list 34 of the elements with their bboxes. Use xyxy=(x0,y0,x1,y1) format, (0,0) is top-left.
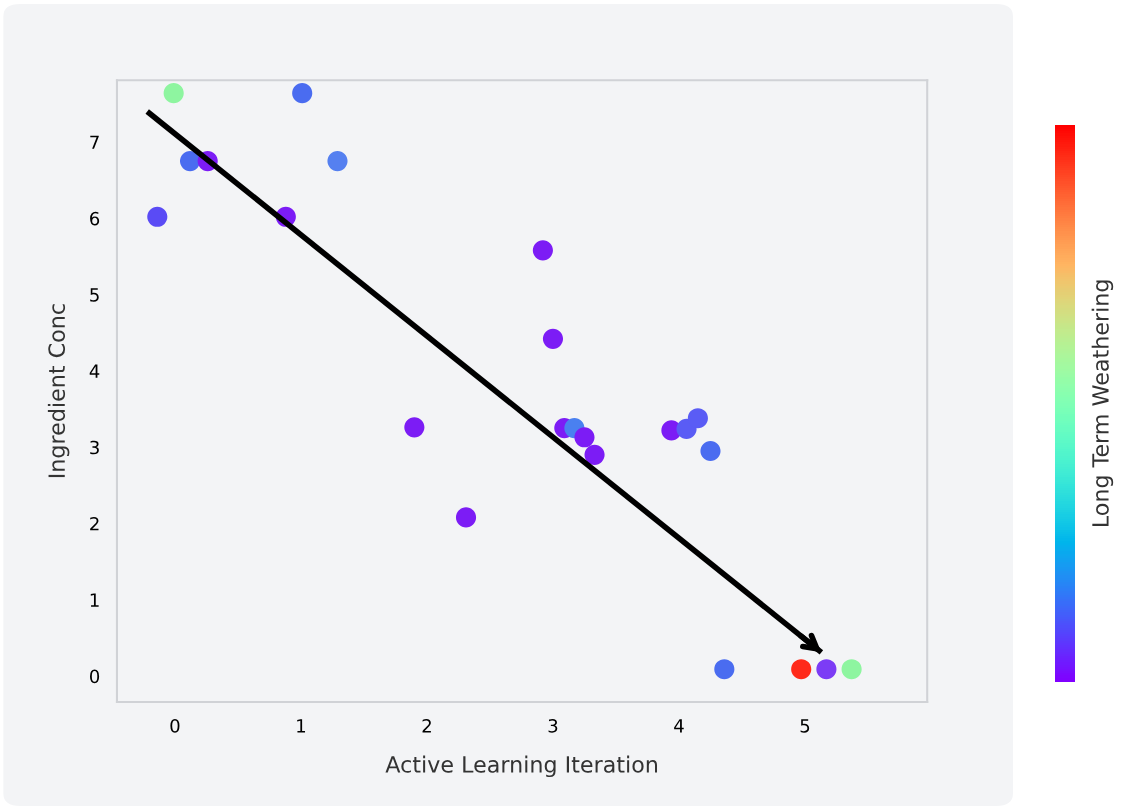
point xyxy=(455,507,477,528)
point xyxy=(542,328,564,349)
point xyxy=(816,659,837,680)
point xyxy=(791,659,812,680)
x-tick-label: 4 xyxy=(674,719,684,733)
point xyxy=(687,408,708,429)
x-tick-label: 5 xyxy=(800,719,810,733)
y-tick-label: 4 xyxy=(89,364,100,378)
y-tick-label: 0 xyxy=(90,669,100,684)
point xyxy=(574,427,595,448)
point xyxy=(292,83,313,104)
y-tick-label: 7 xyxy=(90,135,99,149)
y-tick-label: 6 xyxy=(90,211,100,226)
point xyxy=(584,444,605,465)
x-tick-label: 2 xyxy=(422,719,431,733)
y-tick-label: 3 xyxy=(90,440,99,455)
point xyxy=(180,151,201,172)
y-axis-title: Ingredient Conc xyxy=(47,304,70,478)
y-tick-label: 2 xyxy=(90,516,99,531)
point xyxy=(404,417,425,438)
y-tick-label: 5 xyxy=(90,288,99,302)
x-axis-title: Active Learning Iteration xyxy=(385,755,658,778)
point xyxy=(163,83,184,104)
x-tick-label: 3 xyxy=(548,719,558,733)
y-tick-label: 1 xyxy=(90,593,99,607)
x-tick-label: 0 xyxy=(170,719,180,733)
point xyxy=(714,659,735,680)
point xyxy=(327,151,348,172)
color-bar-title: Long Term Weathering xyxy=(1091,280,1114,527)
x-tick-label: 1 xyxy=(297,719,306,733)
point xyxy=(700,440,721,462)
point xyxy=(841,659,862,680)
point xyxy=(532,240,553,261)
point xyxy=(147,206,168,227)
